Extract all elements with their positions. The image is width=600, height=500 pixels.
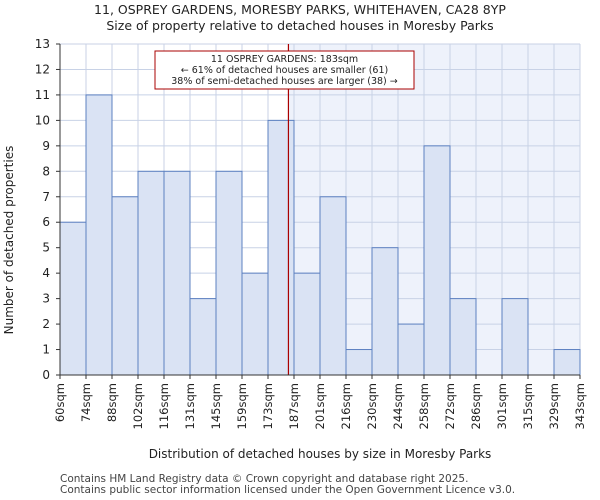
- x-tick-label: 301sqm: [495, 383, 509, 429]
- annotation-box: 11 OSPREY GARDENS: 183sqm ← 61% of detac…: [154, 50, 415, 90]
- y-tick-label: 2: [42, 317, 50, 331]
- x-tick-label: 173sqm: [261, 383, 275, 429]
- y-tick-label: 5: [42, 241, 50, 255]
- chart-subtitle: Size of property relative to detached ho…: [106, 18, 494, 33]
- bar: [215, 170, 243, 376]
- y-tick-label: 7: [42, 190, 50, 204]
- y-tick-label: 1: [42, 343, 50, 357]
- x-tick-label: 145sqm: [209, 383, 223, 429]
- x-tick-label: 60sqm: [53, 383, 67, 422]
- x-tick-label: 329sqm: [547, 383, 561, 429]
- bar: [137, 170, 165, 376]
- chart-title-block: 11, OSPREY GARDENS, MORESBY PARKS, WHITE…: [0, 2, 600, 34]
- bar: [111, 196, 139, 376]
- y-tick-label: 8: [42, 164, 50, 178]
- x-tick-label: 286sqm: [469, 383, 483, 429]
- footer: Contains HM Land Registry data © Crown c…: [60, 474, 515, 496]
- bar: [241, 272, 269, 376]
- bar: [423, 145, 451, 376]
- footer-line-2: Contains public sector information licen…: [60, 484, 516, 496]
- chart-title: 11, OSPREY GARDENS, MORESBY PARKS, WHITE…: [94, 2, 506, 17]
- x-tick-label: 244sqm: [391, 383, 405, 429]
- bar: [293, 272, 321, 376]
- annotation-line-2: ← 61% of detached houses are smaller (61…: [181, 65, 388, 76]
- x-tick-label: 201sqm: [313, 383, 327, 429]
- bar: [59, 221, 87, 376]
- y-tick-label: 13: [35, 37, 50, 51]
- bar: [371, 247, 399, 376]
- bar: [163, 170, 191, 376]
- annotation-line-3: 38% of semi-detached houses are larger (…: [171, 76, 398, 87]
- x-tick-label: 258sqm: [417, 383, 431, 429]
- x-tick-label: 131sqm: [183, 383, 197, 429]
- bar: [553, 349, 581, 376]
- y-axis-label: Number of detached properties: [2, 146, 16, 335]
- y-tick-label: 12: [35, 62, 50, 76]
- x-tick-label: 116sqm: [157, 383, 171, 429]
- bar: [267, 119, 295, 376]
- x-tick-label: 102sqm: [131, 383, 145, 429]
- x-tick-label: 315sqm: [521, 383, 535, 429]
- x-tick-label: 272sqm: [443, 383, 457, 429]
- x-tick-label: 216sqm: [339, 383, 353, 429]
- bar: [345, 349, 373, 376]
- x-tick-label: 343sqm: [573, 383, 587, 429]
- bar: [319, 196, 347, 376]
- x-tick-label: 230sqm: [365, 383, 379, 429]
- bar: [189, 298, 217, 376]
- x-tick-label: 159sqm: [235, 383, 249, 429]
- bar: [85, 94, 113, 376]
- y-tick-label: 0: [42, 368, 50, 382]
- x-axis-label: Distribution of detached houses by size …: [149, 447, 492, 461]
- bar: [397, 323, 425, 376]
- footer-line-1: Contains HM Land Registry data © Crown c…: [60, 473, 469, 485]
- bar: [501, 298, 529, 376]
- y-tick-label: 10: [35, 113, 50, 127]
- annotation-line-1: 11 OSPREY GARDENS: 183sqm: [211, 54, 358, 65]
- y-tick-label: 4: [42, 266, 50, 280]
- x-tick-label: 74sqm: [79, 383, 93, 422]
- bar: [449, 298, 477, 376]
- x-axis-ticks: 60sqm 74sqm 88sqm 102sqm 116sqm 131sqm 145sqm 1…: [53, 375, 587, 429]
- y-tick-label: 9: [42, 139, 50, 153]
- x-tick-label: 88sqm: [105, 383, 119, 422]
- y-tick-label: 11: [35, 88, 50, 102]
- y-tick-label: 3: [42, 292, 50, 306]
- y-tick-label: 6: [42, 215, 50, 229]
- x-tick-label: 187sqm: [287, 383, 301, 429]
